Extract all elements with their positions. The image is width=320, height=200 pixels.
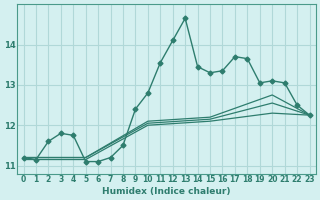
X-axis label: Humidex (Indice chaleur): Humidex (Indice chaleur) [102, 187, 231, 196]
